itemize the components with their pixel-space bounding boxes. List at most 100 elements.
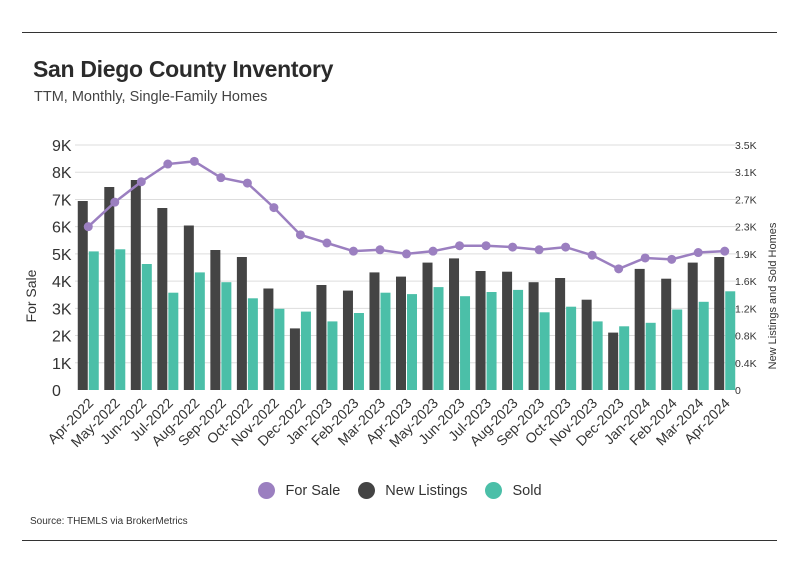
chart-title: San Diego County Inventory bbox=[33, 56, 334, 82]
left-tick-label: 7K bbox=[52, 192, 72, 209]
bar-sold bbox=[672, 309, 683, 390]
bar-new-listings bbox=[316, 285, 327, 390]
bar-new-listings bbox=[104, 187, 115, 390]
bar-new-listings bbox=[289, 328, 300, 390]
bar-new-listings bbox=[77, 201, 88, 390]
for-sale-point bbox=[269, 203, 279, 213]
right-tick-label: 0 bbox=[735, 385, 741, 397]
bar-new-listings bbox=[210, 250, 221, 390]
legend: For Sale New Listings Sold bbox=[0, 482, 800, 499]
bar-sold bbox=[141, 264, 152, 390]
bar-new-listings bbox=[608, 332, 619, 390]
for-sale-point bbox=[242, 178, 252, 188]
bar-sold bbox=[247, 298, 258, 390]
for-sale-line bbox=[83, 156, 730, 274]
legend-swatch-for-sale bbox=[258, 482, 276, 499]
bar-new-listings bbox=[661, 278, 672, 390]
for-sale-point bbox=[614, 264, 624, 274]
bottom-rule bbox=[22, 540, 777, 541]
bar-sold bbox=[619, 326, 630, 390]
chart-subtitle: TTM, Monthly, Single-Family Homes bbox=[34, 89, 268, 105]
right-axis-label: New Listings and Sold Homes bbox=[767, 222, 779, 369]
for-sale-point bbox=[561, 242, 571, 252]
left-tick-label: 9K bbox=[52, 138, 72, 155]
right-tick-label: 2.3K bbox=[735, 222, 757, 234]
bar-sold bbox=[433, 287, 444, 390]
right-tick-label: 3.1K bbox=[735, 167, 757, 179]
bar-new-listings bbox=[555, 278, 566, 390]
bar-new-listings bbox=[369, 272, 380, 390]
bar-sold bbox=[168, 292, 179, 390]
bar-new-listings bbox=[634, 268, 645, 390]
legend-item-sold: Sold bbox=[485, 482, 542, 499]
right-axis-ticks: 0 0.4K 0.8K 1.2K 1.6K 1.9K 2.3K 2.7K 3.1K 3.5K bbox=[735, 140, 757, 397]
bar-new-listings bbox=[342, 290, 353, 390]
right-tick-label: 0.4K bbox=[735, 358, 757, 370]
left-tick-label: 2K bbox=[52, 329, 72, 346]
for-sale-point bbox=[587, 250, 597, 260]
left-tick-label: 4K bbox=[52, 274, 72, 291]
source-note: Source: THEMLS via BrokerMetrics bbox=[30, 516, 188, 527]
legend-swatch-sold bbox=[485, 482, 503, 499]
bar-sold bbox=[566, 306, 577, 390]
bar-new-listings bbox=[422, 262, 433, 390]
bar-new-listings bbox=[687, 262, 698, 390]
bar-sold bbox=[327, 321, 338, 390]
for-sale-point bbox=[455, 241, 465, 251]
bar-new-listings bbox=[396, 276, 406, 390]
right-tick-label: 1.2K bbox=[735, 303, 757, 315]
for-sale-point bbox=[640, 253, 650, 263]
for-sale-point bbox=[163, 159, 173, 169]
for-sale-point bbox=[508, 242, 518, 252]
legend-label-sold: Sold bbox=[512, 482, 542, 499]
bar-sold bbox=[539, 312, 550, 390]
left-tick-label: 1K bbox=[52, 356, 72, 373]
for-sale-point bbox=[136, 177, 146, 187]
bar-sold bbox=[221, 282, 232, 390]
right-tick-label: 1.6K bbox=[735, 276, 757, 288]
left-axis-ticks: 0 1K 2K 3K 4K 5K 6K 7K 8K 9K bbox=[52, 138, 72, 400]
bar-new-listings bbox=[714, 257, 725, 390]
left-tick-label: 3K bbox=[52, 301, 72, 318]
legend-swatch-new-listings bbox=[358, 482, 376, 499]
for-sale-point bbox=[720, 246, 730, 256]
bar-sold bbox=[194, 272, 205, 390]
right-tick-label: 0.8K bbox=[735, 331, 757, 343]
bars bbox=[77, 180, 736, 390]
bar-sold bbox=[353, 313, 364, 390]
bar-new-listings bbox=[183, 225, 194, 390]
legend-item-new-listings: New Listings bbox=[358, 482, 467, 499]
right-tick-label: 3.5K bbox=[735, 140, 757, 152]
left-axis-label: For Sale bbox=[23, 269, 39, 322]
bar-sold bbox=[513, 289, 524, 390]
left-tick-label: 6K bbox=[52, 220, 72, 237]
bar-sold bbox=[407, 294, 417, 390]
bar-sold bbox=[460, 296, 471, 390]
left-tick-label: 5K bbox=[52, 247, 72, 264]
bar-new-listings bbox=[157, 208, 168, 390]
for-sale-point bbox=[481, 241, 491, 251]
bar-sold bbox=[486, 292, 497, 390]
legend-label-for-sale: For Sale bbox=[285, 482, 341, 499]
for-sale-point bbox=[348, 246, 358, 256]
for-sale-point bbox=[402, 249, 411, 259]
bar-sold bbox=[698, 301, 709, 390]
bar-new-listings bbox=[475, 271, 486, 390]
for-sale-point bbox=[322, 238, 332, 248]
bar-sold bbox=[115, 249, 126, 390]
right-tick-label: 1.9K bbox=[735, 249, 757, 261]
legend-label-new-listings: New Listings bbox=[385, 482, 468, 499]
bar-new-listings bbox=[528, 282, 539, 390]
bar-new-listings bbox=[263, 288, 274, 390]
bar-sold bbox=[592, 321, 603, 390]
bar-sold bbox=[725, 291, 736, 390]
left-tick-label: 0 bbox=[52, 383, 61, 400]
for-sale-point bbox=[216, 173, 226, 183]
for-sale-point bbox=[693, 248, 703, 258]
bar-new-listings bbox=[449, 258, 460, 390]
bar-sold bbox=[88, 251, 99, 390]
bar-sold bbox=[274, 308, 285, 390]
bar-sold bbox=[380, 292, 391, 390]
bar-new-listings bbox=[236, 257, 247, 390]
for-sale-point bbox=[534, 245, 544, 255]
